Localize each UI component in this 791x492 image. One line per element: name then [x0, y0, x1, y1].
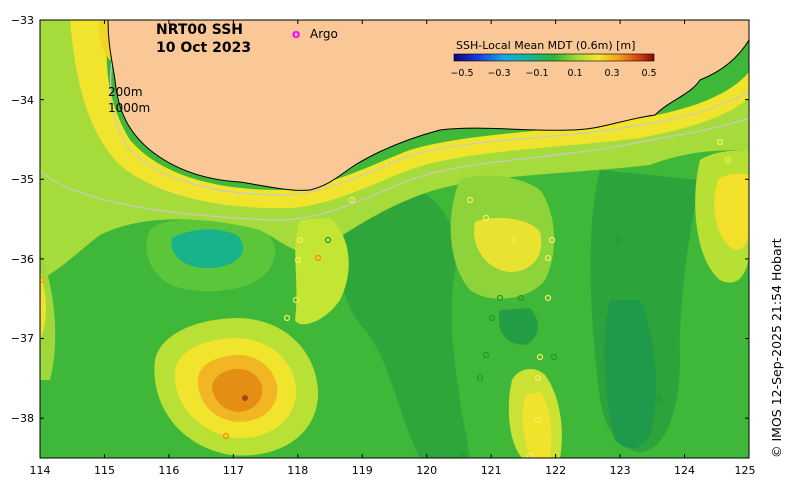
argo-floats — [40, 138, 732, 458]
x-tick-label: 125 — [735, 464, 756, 477]
colorbar-tick: −0.5 — [450, 68, 473, 79]
colorbar: SSH-Local Mean MDT (0.6m) [m] −0.5 −0.3 … — [450, 39, 656, 79]
colorbar-tick: 0.3 — [604, 68, 619, 79]
ssh-region-low — [339, 185, 470, 458]
ssh-field — [40, 20, 749, 458]
x-tick-label: 116 — [158, 464, 179, 477]
y-tick-label: −37 — [11, 332, 34, 345]
y-tick-label: −36 — [11, 253, 34, 266]
x-tick-label: 121 — [481, 464, 502, 477]
contour-200m — [110, 59, 749, 196]
y-axis-ticks: −33 −34 −35 −36 −37 −38 — [11, 14, 34, 425]
x-tick-label: 117 — [223, 464, 244, 477]
credit-text: © IMOS 12-Sep-2025 21:54 Hobart — [769, 238, 784, 458]
x-tick-label: 120 — [416, 464, 437, 477]
argo-legend-label: Argo — [310, 27, 338, 41]
y-tick-label: −35 — [11, 173, 34, 186]
contour-label-200m: 200m — [108, 85, 143, 99]
y-tick-label: −38 — [11, 412, 34, 425]
x-tick-label: 123 — [610, 464, 631, 477]
contour-label-1000m: 1000m — [108, 101, 150, 115]
colorbar-tick: 0.1 — [567, 68, 582, 79]
x-tick-label: 118 — [287, 464, 308, 477]
argo-legend: o Argo — [292, 27, 338, 41]
x-tick-label: 124 — [674, 464, 695, 477]
map-date: 10 Oct 2023 — [156, 40, 251, 56]
y-tick-label: −33 — [11, 14, 34, 27]
x-tick-label: 114 — [30, 464, 51, 477]
colorbar-tick: −0.1 — [525, 68, 548, 79]
colorbar-title: SSH-Local Mean MDT (0.6m) [m] — [456, 39, 635, 52]
x-axis-ticks: 114 115 116 117 118 119 120 121 122 123 … — [30, 464, 756, 477]
land-australia — [108, 20, 749, 191]
argo-marker-icon: o — [292, 27, 300, 41]
plot-frame — [39, 19, 750, 459]
colorbar-tick: 0.5 — [641, 68, 656, 79]
colorbar-ramp — [453, 53, 655, 62]
y-tick-label: −34 — [11, 94, 34, 107]
colorbar-tick: −0.3 — [487, 68, 510, 79]
coastline — [107, 20, 749, 191]
contour-1000m — [40, 117, 749, 221]
ssh-region-shelf — [40, 20, 749, 280]
x-tick-label: 119 — [352, 464, 373, 477]
map-title: NRT00 SSH — [156, 22, 243, 38]
x-tick-label: 122 — [545, 464, 566, 477]
x-tick-label: 115 — [94, 464, 115, 477]
